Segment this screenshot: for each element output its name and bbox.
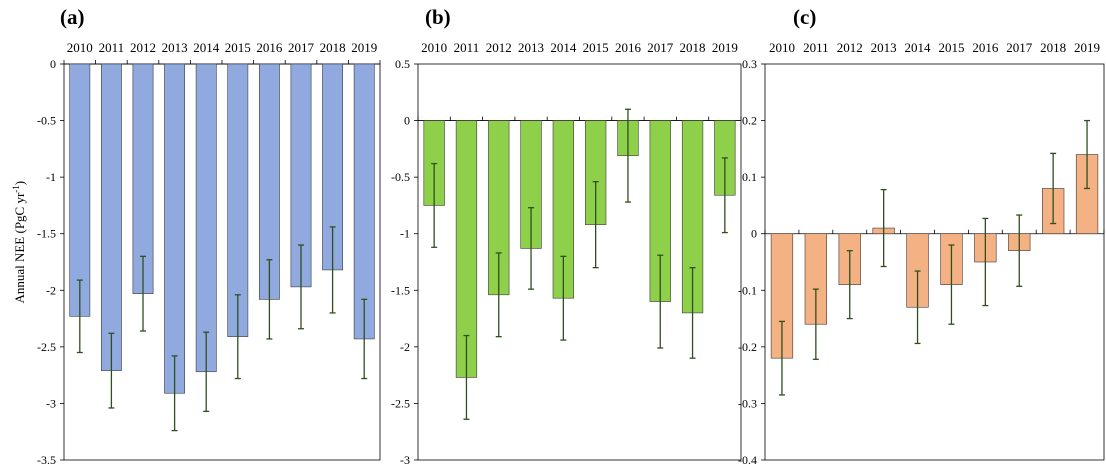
bar-2013[interactable] [164,63,186,394]
y-tick-label: 0.3 [742,57,757,71]
x-tick-label: 2017 [288,40,315,55]
y-tick-label: 0 [751,227,757,241]
y-tick-label: -0.1 [738,283,757,297]
y-tick-label: -0.4 [738,453,757,466]
x-tick-label: 2010 [421,40,447,55]
x-tick-label: 2011 [803,40,829,55]
x-tick-label: 2011 [99,40,125,55]
chart-panel-1: (a) 0 -0.5 -1 -1.5 -2 -2.5 -3 -3.5 2010 2011 2012 20… [11,5,381,467]
y-tick-label: 0.2 [742,114,757,128]
y-axis-title: Annual NEE (PgC yr-1) [11,181,27,304]
bar-2010[interactable] [69,63,91,317]
x-tick-label: 2015 [583,40,609,55]
x-tick-label: 2014 [905,40,932,55]
x-tick-label: 2019 [1074,40,1100,55]
y-tick-label: -0.5 [37,114,56,128]
x-tick-label: 2012 [486,40,512,55]
y-tick-label: -0.3 [738,396,757,410]
y-tick-label: 0 [404,114,410,128]
x-tick-label: 2013 [518,40,544,55]
panel-label: (b) [425,5,451,29]
x-tick-label: 2018 [680,40,706,55]
x-tick-label: 2017 [1006,40,1033,55]
panel-label: (c) [793,5,816,29]
y-tick-label: -0.5 [391,170,410,184]
y-tick-label: -1 [46,170,56,184]
chart-panel-3: (c) 0.3 0.2 0.1 0 -0.1 -0.2 -0.3 -0.4 2010 2011 201… [738,5,1105,467]
y-tick-label: -0.2 [738,340,757,354]
y-tick-label: -3.5 [37,453,56,466]
y-tick-label: -1.5 [37,227,56,241]
y-tick-label: -1.5 [391,283,410,297]
x-tick-label: 2010 [67,40,93,55]
x-tick-label: 2018 [1040,40,1066,55]
x-tick-label: 2012 [837,40,863,55]
plot-frame [764,63,1105,461]
x-tick-label: 2015 [225,40,251,55]
bar-2014[interactable] [195,63,217,373]
y-tick-label: 0.5 [395,57,410,71]
x-tick-label: 2016 [615,40,642,55]
y-tick-label: -1 [400,227,410,241]
bar-2019[interactable] [353,63,375,340]
x-tick-label: 2019 [712,40,738,55]
x-tick-label: 2011 [454,40,480,55]
y-tick-label: -2 [400,340,410,354]
x-tick-label: 2010 [769,40,795,55]
x-tick-label: 2018 [320,40,346,55]
x-tick-label: 2016 [256,40,283,55]
x-tick-label: 2013 [871,40,897,55]
x-tick-label: 2015 [938,40,964,55]
y-tick-label: -2.5 [37,340,56,354]
x-tick-label: 2017 [647,40,674,55]
x-tick-label: 2016 [972,40,999,55]
x-tick-label: 2014 [550,40,577,55]
x-tick-label: 2012 [130,40,156,55]
x-tick-label: 2014 [193,40,220,55]
y-tick-label: -3 [400,453,410,466]
bar-2011[interactable] [100,63,122,371]
y-tick-label: 0.1 [742,170,757,184]
y-tick-label: 0 [50,57,56,71]
x-tick-label: 2013 [162,40,188,55]
y-tick-label: -2 [46,283,56,297]
y-tick-label: -3 [46,396,56,410]
y-tick-label: -2.5 [391,396,410,410]
x-tick-label: 2019 [351,40,377,55]
chart-panel-2: (b) 0.5 0 -0.5 -1 -1.5 -2 -2.5 -3 2010 2011 2012 201… [391,5,742,467]
plot-frame [417,63,742,461]
panel-label: (a) [60,5,85,29]
